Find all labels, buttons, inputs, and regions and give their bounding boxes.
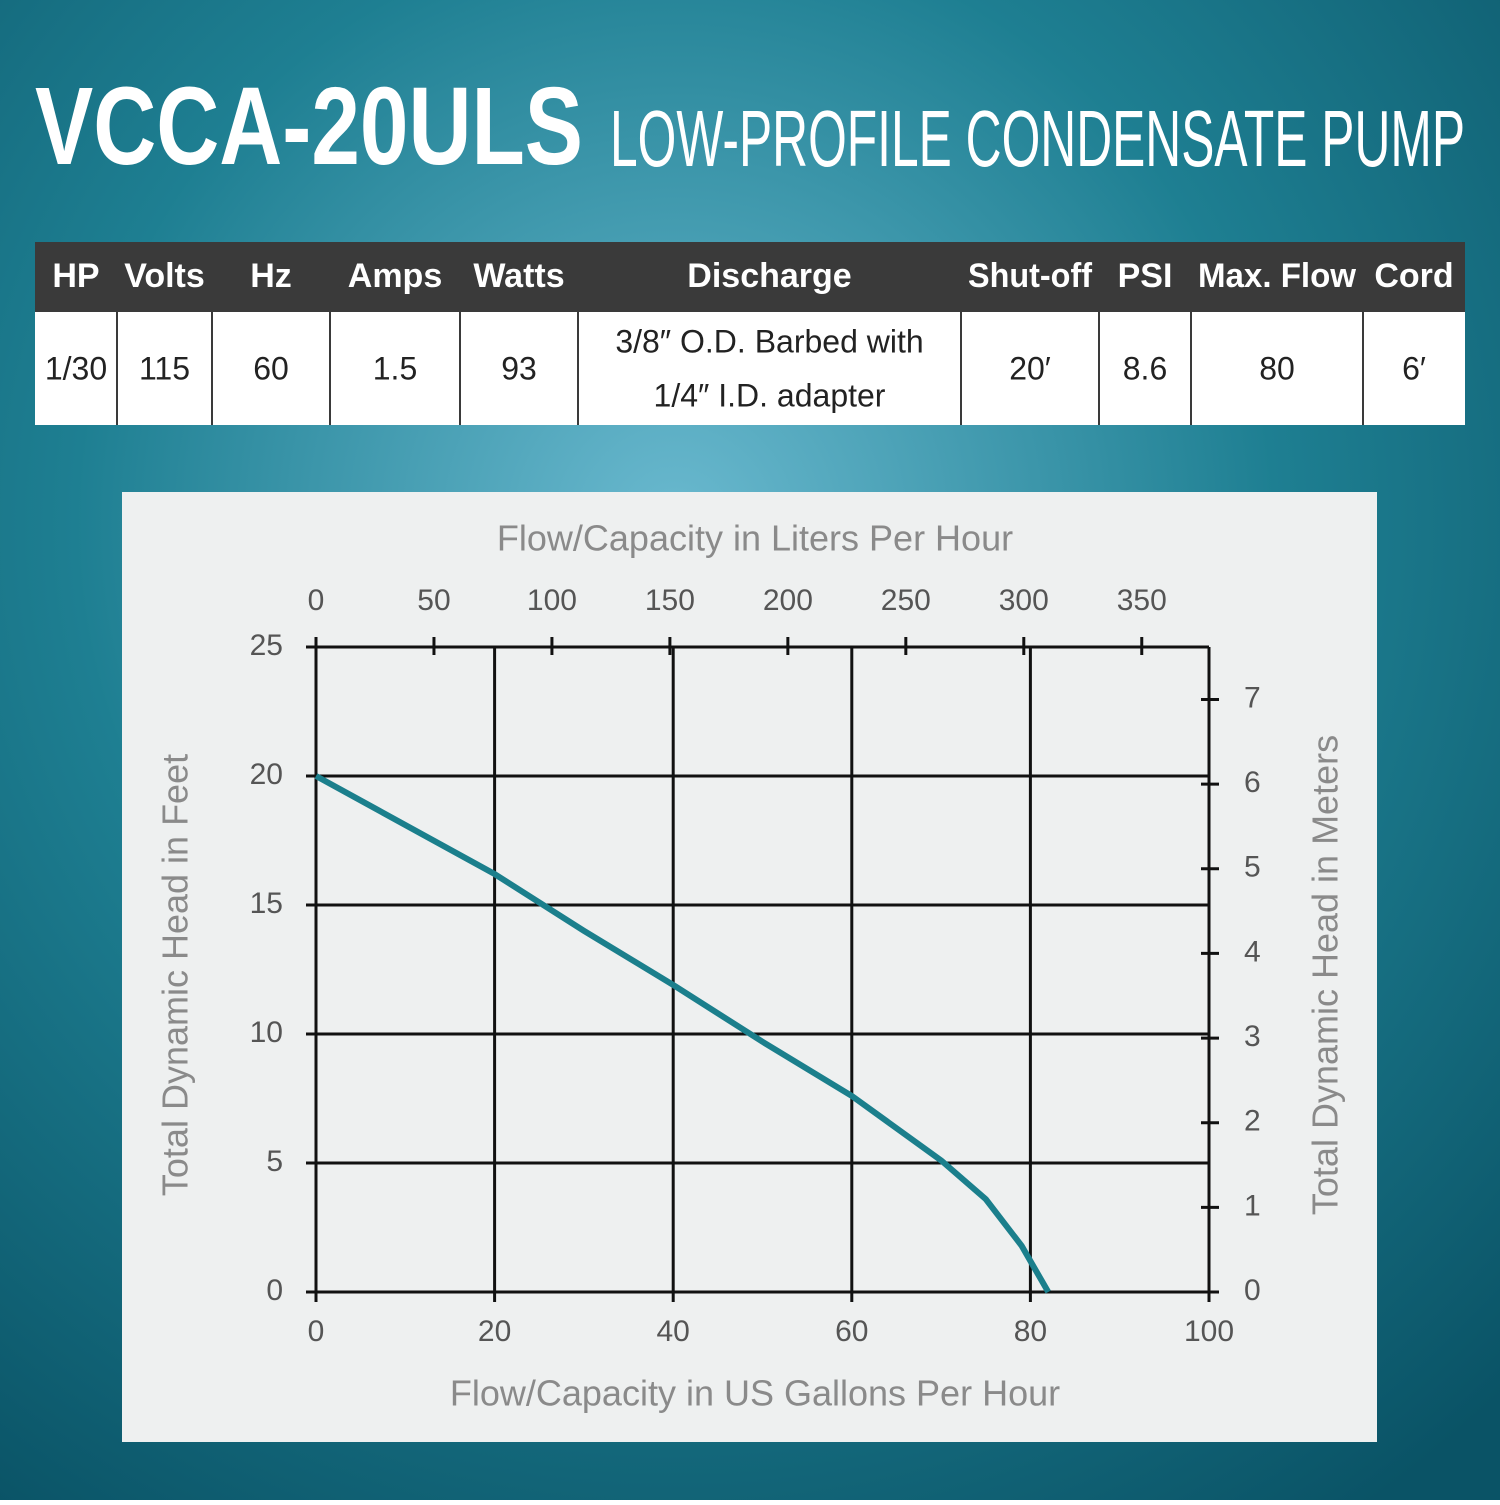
- y-tick-label: 15: [250, 887, 283, 920]
- x2-tick-label: 50: [417, 584, 450, 617]
- column-header: Volts: [124, 257, 205, 295]
- table-body: [35, 312, 1465, 425]
- x2-tick-label: 0: [308, 584, 325, 617]
- x-axis-title: Flow/Capacity in US Gallons Per Hour: [450, 1373, 1060, 1414]
- subtitle: LOW-PROFILE CONDENSATE PUMP: [610, 94, 1465, 183]
- y2-tick-label: 4: [1244, 935, 1261, 968]
- column-header: Shut-off: [968, 257, 1093, 295]
- x2-tick-label: 100: [527, 584, 577, 617]
- y-axis-title: Total Dynamic Head in Feet: [155, 754, 196, 1196]
- column-header: Cord: [1374, 257, 1453, 295]
- column-header: Amps: [348, 257, 442, 295]
- table-cell: 20′: [1009, 350, 1051, 386]
- y2-tick-label: 2: [1244, 1105, 1261, 1138]
- y2-tick-label: 3: [1244, 1020, 1261, 1053]
- chart-panel: [122, 492, 1377, 1442]
- y-tick-label: 0: [266, 1274, 283, 1307]
- table-cell: 93: [501, 350, 537, 386]
- y2-tick-label: 0: [1244, 1274, 1261, 1307]
- x2-tick-label: 200: [763, 584, 813, 617]
- column-header: Hz: [250, 257, 292, 295]
- y2-tick-label: 6: [1244, 766, 1261, 799]
- table-cell: 1/4″ I.D. adapter: [654, 377, 886, 413]
- table-header: [35, 242, 1465, 312]
- y-tick-label: 25: [250, 629, 283, 662]
- column-header: PSI: [1118, 257, 1173, 295]
- table-cell: 6′: [1402, 350, 1426, 386]
- x-tick-label: 100: [1184, 1315, 1234, 1348]
- x-tick-label: 60: [835, 1315, 868, 1348]
- table-cell: 8.6: [1123, 350, 1167, 386]
- column-header: Max. Flow: [1198, 257, 1357, 295]
- y2-tick-label: 7: [1244, 681, 1261, 714]
- column-header: Discharge: [687, 257, 851, 295]
- y-tick-label: 10: [250, 1016, 283, 1049]
- table-cell: 1.5: [373, 350, 417, 386]
- column-header: Watts: [473, 257, 564, 295]
- x2-tick-label: 250: [881, 584, 931, 617]
- x2-tick-label: 150: [645, 584, 695, 617]
- table-cell: 80: [1259, 350, 1295, 386]
- x2-tick-label: 300: [999, 584, 1049, 617]
- model-title: VCCA-20ULS: [35, 65, 583, 188]
- x2-tick-label: 350: [1117, 584, 1167, 617]
- column-header: HP: [52, 257, 99, 295]
- table-cell: 1/30: [45, 350, 107, 386]
- y2-tick-label: 1: [1244, 1189, 1261, 1222]
- x-tick-label: 40: [657, 1315, 690, 1348]
- y2-tick-label: 5: [1244, 851, 1261, 884]
- x-tick-label: 0: [308, 1315, 325, 1348]
- y-tick-label: 20: [250, 758, 283, 791]
- y2-axis-title: Total Dynamic Head in Meters: [1305, 735, 1346, 1215]
- x-tick-label: 20: [478, 1315, 511, 1348]
- table-cell: 115: [139, 350, 190, 386]
- pump-curve: [314, 773, 1051, 1294]
- table-cell: 3/8″ O.D. Barbed with: [615, 323, 923, 359]
- x-tick-label: 80: [1014, 1315, 1047, 1348]
- table-cell: 60: [253, 350, 289, 386]
- y-tick-label: 5: [266, 1145, 283, 1178]
- x2-axis-title: Flow/Capacity in Liters Per Hour: [497, 518, 1013, 559]
